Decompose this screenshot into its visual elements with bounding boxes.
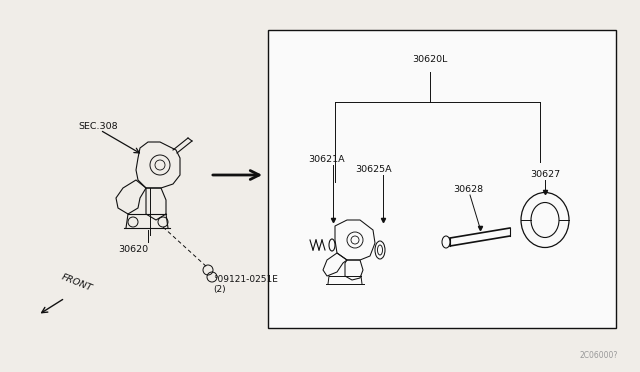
Text: 2C06000?: 2C06000? xyxy=(580,351,618,360)
Text: 30628: 30628 xyxy=(453,185,483,194)
Text: FRONT: FRONT xyxy=(60,272,93,293)
Text: 30625A: 30625A xyxy=(355,165,392,174)
Text: SEC.308: SEC.308 xyxy=(78,122,118,131)
Text: 30620: 30620 xyxy=(118,245,148,254)
Text: 30621A: 30621A xyxy=(308,155,344,164)
Text: °09121-0251E
(2): °09121-0251E (2) xyxy=(213,275,278,294)
Text: 30620L: 30620L xyxy=(412,55,447,64)
FancyBboxPatch shape xyxy=(268,30,616,328)
Text: 30627: 30627 xyxy=(530,170,560,179)
